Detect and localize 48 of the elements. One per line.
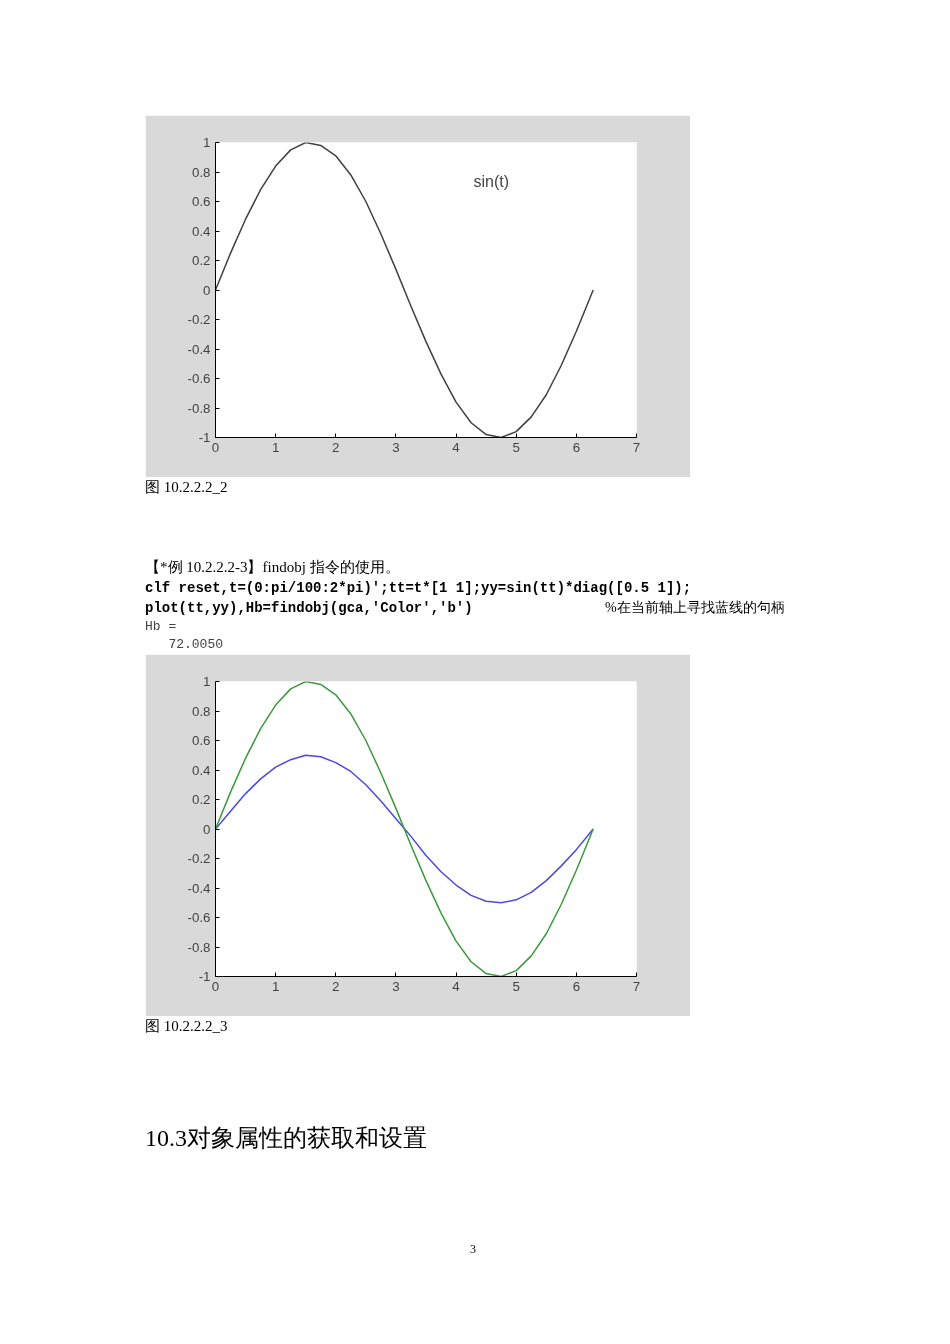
text: 3 — [470, 1241, 476, 1258]
x-tick-label: 1 — [271, 439, 280, 455]
x-tick-label: 7 — [632, 439, 641, 455]
y-tick-label: -1 — [198, 430, 211, 445]
text: Hb = — [145, 618, 177, 636]
x-tick-label: 6 — [572, 439, 581, 455]
y-tick-label: 0.8 — [191, 703, 211, 719]
x-tick-label: 6 — [572, 978, 581, 994]
y-tick-label: 0 — [203, 282, 211, 298]
caption: 图 10.2.2.2_3 — [145, 1017, 228, 1036]
y-tick-label: 0.4 — [191, 223, 212, 239]
x-tick-label: 2 — [332, 978, 340, 994]
x-tick-label: 4 — [452, 978, 461, 994]
y-tick-label: 1 — [203, 674, 211, 689]
y-tick-label: 0 — [203, 821, 211, 837]
y-tick-label: -0.2 — [187, 851, 211, 866]
y-tick-label: 0.2 — [191, 792, 211, 807]
y-tick-label: -0.6 — [187, 371, 211, 386]
y-tick-label: 0.8 — [191, 164, 211, 180]
y-tick-label: 0.2 — [191, 253, 211, 268]
text: clf reset,t=(0:pi/100:2*pi)';tt=t*[1 1];yy=sin(tt)*diag([0.5 1]); — [145, 579, 692, 598]
x-tick-label: 3 — [392, 978, 400, 994]
x-tick-label: 4 — [452, 439, 461, 455]
x-tick-label: 2 — [332, 439, 340, 455]
text: plot(tt,yy),Hb=findobj(gca,'Color','b') — [145, 599, 473, 618]
line-series — [215, 754, 594, 904]
y-tick-label: -1 — [198, 969, 211, 984]
y-tick-label: 0.6 — [191, 733, 211, 748]
annotation: sin(t) — [473, 173, 510, 190]
text: 72.0050 — [167, 636, 224, 654]
y-tick-label: -0.2 — [187, 312, 211, 327]
x-tick-label: 1 — [271, 978, 280, 994]
caption: 图 10.2.2.2_2 — [145, 478, 228, 497]
x-tick-label: 3 — [392, 439, 400, 455]
y-tick-label: -0.8 — [187, 400, 211, 416]
y-tick-label: -0.8 — [187, 939, 211, 955]
x-tick-label: 5 — [512, 978, 520, 994]
y-tick-label: 0.4 — [191, 762, 212, 778]
text: 【*例 10.2.2.2-3】findobj 指令的使用。 — [145, 558, 400, 577]
y-tick-label: -0.6 — [187, 910, 211, 925]
y-tick-label: -0.4 — [187, 341, 212, 357]
x-tick-label: 7 — [632, 978, 641, 994]
text: 10.3对象属性的获取和设置 — [145, 1124, 427, 1153]
y-tick-label: -0.4 — [187, 880, 212, 896]
text: %在当前轴上寻找蓝线的句柄 — [605, 599, 785, 617]
x-tick-label: 5 — [512, 439, 520, 455]
y-tick-label: 1 — [203, 135, 211, 150]
y-tick-label: 0.6 — [191, 194, 211, 209]
